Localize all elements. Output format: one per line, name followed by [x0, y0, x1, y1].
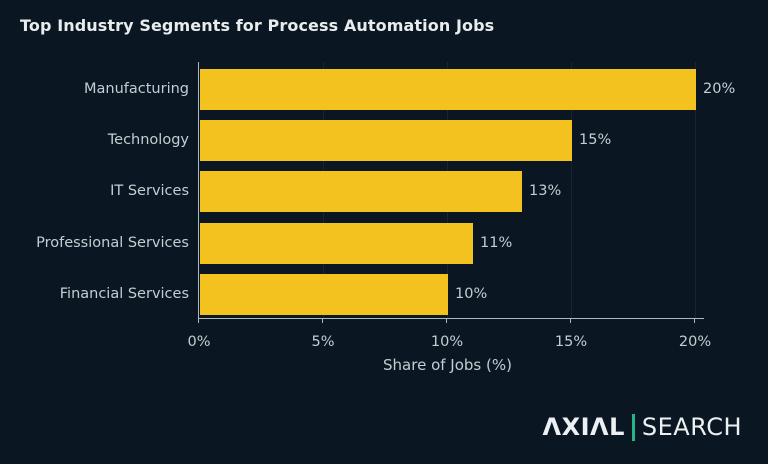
bar-value-label: 13%	[529, 183, 562, 200]
brand-logo-search-text: SEARCH	[641, 413, 742, 441]
x-axis-spine	[198, 318, 704, 319]
y-axis-label: IT Services	[110, 183, 189, 200]
x-axis-tick-label: 0%	[187, 334, 211, 350]
bar	[200, 222, 473, 264]
gridline	[571, 62, 572, 318]
y-axis-label: Manufacturing	[84, 81, 189, 97]
y-axis-label: Financial Services	[59, 285, 189, 302]
bar-value-label: 15%	[579, 132, 612, 149]
brand-logo-separator-bar	[631, 413, 635, 441]
bar	[200, 171, 522, 213]
bar-value-label: 10%	[455, 285, 488, 302]
x-axis-tick-mark	[570, 319, 571, 323]
brand-logo-axial-text: ΛXIΛL	[542, 413, 625, 441]
bar-value-label: 20%	[703, 81, 736, 97]
bar	[200, 120, 572, 162]
x-axis-tick-mark	[322, 319, 323, 323]
brand-logo: ΛXIΛL SEARCH	[543, 413, 742, 441]
y-axis-label: Technology	[107, 132, 189, 149]
y-axis-spine	[198, 62, 199, 319]
x-axis-tick-label: 15%	[554, 334, 588, 350]
x-axis-tick-mark	[198, 319, 199, 323]
x-axis-tick-label: 20%	[678, 334, 712, 350]
bar	[200, 273, 448, 315]
gridline	[695, 62, 696, 318]
bar-value-label: 11%	[480, 234, 513, 251]
bar	[200, 69, 696, 110]
x-axis-tick-label: 5%	[311, 334, 335, 350]
chart-title: Top Industry Segments for Process Automa…	[20, 16, 495, 35]
x-axis-tick-mark	[446, 319, 447, 323]
y-axis-label: Professional Services	[36, 234, 189, 251]
x-axis-tick-label: 10%	[430, 334, 464, 350]
x-axis-title: Share of Jobs (%)	[383, 356, 512, 374]
x-axis-tick-mark	[694, 319, 695, 323]
